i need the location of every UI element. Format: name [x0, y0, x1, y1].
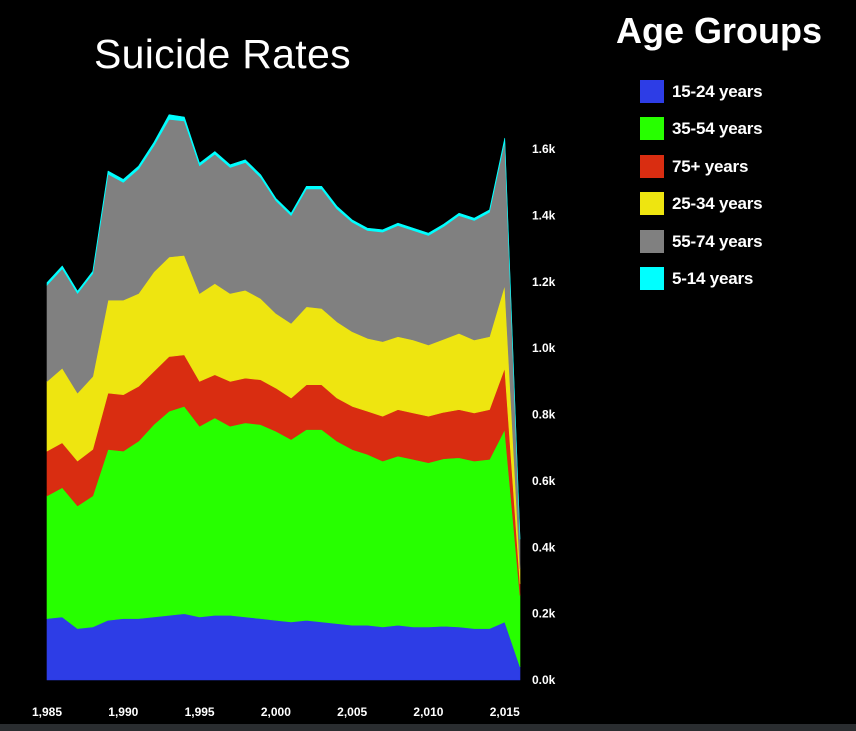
legend-label-25-34: 25-34 years [672, 193, 763, 213]
x-tick-label: 2,005 [337, 705, 367, 719]
legend-label-55-74: 55-74 years [672, 231, 763, 251]
y-tick-label: 1.2k [532, 275, 556, 289]
x-tick-label: 2,015 [490, 705, 520, 719]
legend-item-25-34[interactable]: 25-34 years [640, 192, 763, 215]
legend-label-15-24: 15-24 years [672, 81, 763, 101]
legend-item-75-plus[interactable]: 75+ years [640, 155, 748, 178]
legend-item-55-74[interactable]: 55-74 years [640, 230, 763, 253]
y-tick-label: 0.6k [532, 474, 556, 488]
legend-label-35-54: 35-54 years [672, 118, 763, 138]
legend-swatch-55-74 [640, 230, 664, 253]
bottom-divider [0, 724, 856, 731]
x-tick-label: 1,995 [185, 705, 215, 719]
chart-title: Suicide Rates [94, 31, 351, 77]
legend-item-35-54[interactable]: 35-54 years [640, 117, 763, 140]
y-tick-label: 0.4k [532, 540, 556, 554]
x-tick-label: 1,990 [108, 705, 138, 719]
y-tick-label: 1.4k [532, 209, 556, 223]
legend-label-75-plus: 75+ years [672, 156, 749, 176]
legend-swatch-5-14 [640, 267, 664, 290]
y-tick-label: 1.6k [532, 142, 556, 156]
x-tick-label: 2,000 [261, 705, 291, 719]
legend-item-15-24[interactable]: 15-24 years [640, 80, 763, 103]
legend-title: Age Groups [616, 10, 823, 51]
legend-label-5-14: 5-14 years [672, 268, 754, 288]
legend-swatch-75-plus [640, 155, 664, 178]
legend-swatch-35-54 [640, 117, 664, 140]
x-tick-label: 2,010 [413, 705, 443, 719]
x-tick-label: 1,985 [32, 705, 62, 719]
y-tick-label: 1.0k [532, 341, 556, 355]
y-tick-label: 0.8k [532, 408, 556, 422]
legend-swatch-25-34 [640, 192, 664, 215]
y-tick-label: 0.2k [532, 607, 556, 621]
legend-swatch-15-24 [640, 80, 664, 103]
area-series-5-14-years[interactable] [46, 114, 521, 540]
y-tick-label: 0.0k [532, 673, 556, 687]
legend-item-5-14[interactable]: 5-14 years [640, 267, 753, 290]
